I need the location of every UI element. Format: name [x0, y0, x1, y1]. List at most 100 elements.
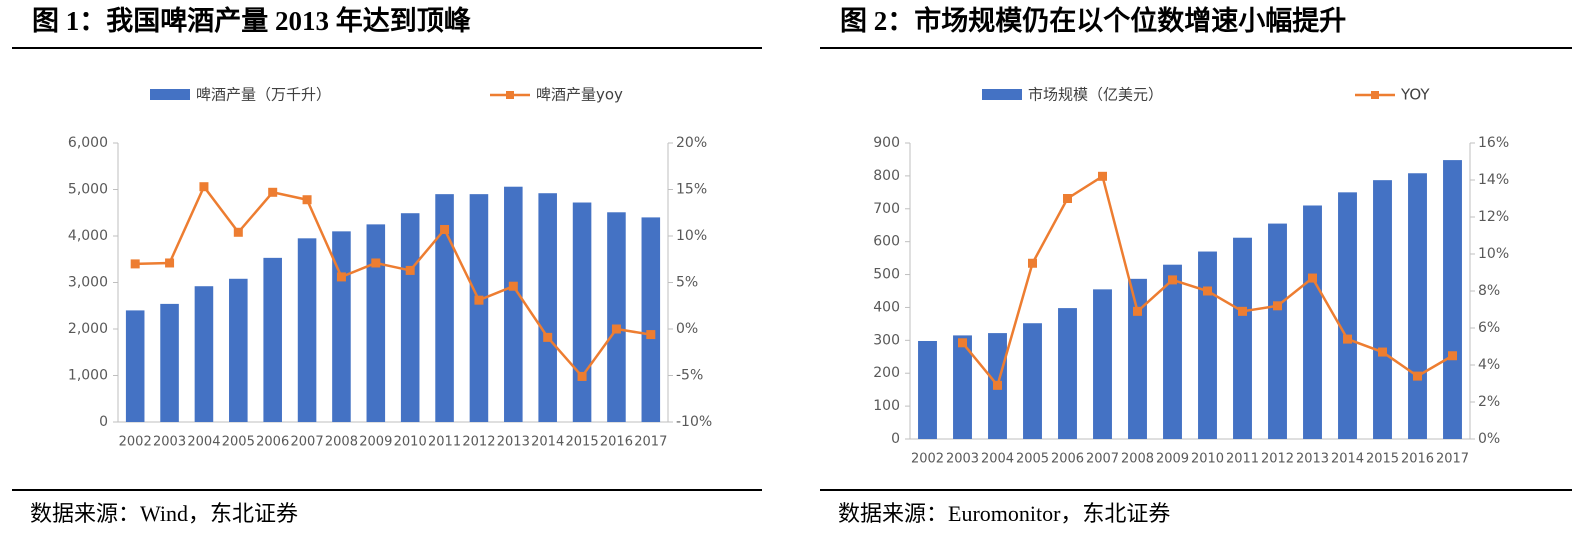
x-tick-label: 2008 [325, 435, 358, 450]
y-tick-label: 700 [873, 201, 900, 217]
y2-tick-label: 5% [676, 275, 698, 291]
y2-tick-label: 6% [1478, 320, 1500, 336]
point [1273, 301, 1282, 311]
x-tick-label: 2007 [291, 435, 324, 450]
point [1063, 194, 1072, 203]
y-tick-label: 2,000 [68, 321, 108, 337]
y2-tick-label: 15% [676, 182, 707, 198]
x-tick-label: 2012 [1261, 452, 1294, 467]
x-tick-label: 2011 [428, 435, 461, 450]
legend-swatch [150, 89, 190, 100]
point [1308, 273, 1317, 283]
y2-tick-label: 12% [1478, 209, 1509, 225]
y-tick-label: 300 [873, 332, 900, 348]
source: 数据来源：Euromonitor，东北证券 [838, 501, 1170, 526]
bar [607, 212, 626, 422]
point [1028, 258, 1037, 268]
chart-title: 图 1：我国啤酒产量 2013 年达到顶峰 [32, 5, 471, 36]
bar [263, 257, 282, 422]
y-tick-label: 0 [891, 431, 900, 447]
bar [1233, 237, 1252, 439]
x-tick-label: 2005 [222, 435, 255, 450]
y-tick-label: 200 [873, 365, 900, 381]
y-tick-label: 900 [873, 135, 900, 151]
x-tick-label: 2008 [1121, 452, 1154, 467]
point [1238, 306, 1247, 316]
bar [435, 194, 454, 422]
chart-title: 图 2：市场规模仍在以个位数增速小幅提升 [840, 5, 1346, 36]
y-tick-label: 1,000 [68, 368, 108, 384]
x-tick-label: 2009 [359, 435, 392, 450]
point [1203, 286, 1212, 296]
x-tick-label: 2017 [634, 435, 667, 450]
y-tick-label: 4,000 [68, 228, 108, 244]
x-tick-label: 2004 [187, 435, 220, 450]
point [1168, 275, 1177, 285]
y2-tick-label: 4% [1478, 357, 1500, 373]
y-tick-label: 800 [873, 168, 900, 184]
bar [1373, 180, 1392, 440]
point [233, 227, 243, 237]
y-tick-label: 6,000 [68, 135, 108, 151]
x-tick-label: 2003 [153, 435, 186, 450]
legend-label: YOY [1400, 86, 1430, 104]
y2-tick-label: 16% [1478, 135, 1509, 151]
point [611, 324, 621, 334]
source: 数据来源：Wind，东北证券 [30, 501, 298, 526]
bar [538, 193, 557, 422]
point [199, 182, 209, 192]
point [1413, 371, 1422, 381]
bar [1198, 251, 1217, 439]
point [1378, 347, 1387, 357]
y-tick-label: 5,000 [68, 182, 108, 198]
point [474, 295, 484, 305]
point [371, 258, 381, 268]
y2-tick-label: 14% [1478, 172, 1509, 188]
legend-label: 啤酒产量（万千升） [196, 86, 331, 104]
x-tick-label: 2010 [394, 435, 427, 450]
point [958, 338, 967, 348]
point [543, 332, 553, 342]
y2-tick-label: 2% [1478, 394, 1500, 410]
bar [297, 238, 317, 422]
point [1098, 171, 1107, 181]
bar [1093, 289, 1112, 439]
y2-tick-label: 0% [1478, 431, 1500, 447]
x-tick-label: 2002 [911, 452, 944, 467]
line [135, 184, 652, 379]
point [993, 380, 1002, 390]
bar [1303, 205, 1322, 439]
bar [1128, 278, 1147, 439]
y-tick-label: 0 [99, 414, 108, 430]
legend-label: 市场规模（亿美元） [1028, 86, 1163, 104]
x-tick-label: 2004 [981, 452, 1014, 467]
x-tick-label: 2005 [1016, 452, 1049, 467]
bar [366, 224, 386, 422]
y2-tick-label: 8% [1478, 283, 1500, 299]
bar [332, 231, 351, 422]
bar [1408, 173, 1427, 439]
bar [953, 335, 972, 439]
point [1343, 334, 1352, 344]
point [268, 187, 278, 197]
x-tick-label: 2012 [462, 435, 495, 450]
point [646, 330, 656, 340]
point [440, 224, 450, 234]
point [508, 281, 518, 291]
point [336, 272, 346, 282]
bar [400, 213, 420, 422]
y2-tick-label: -10% [676, 414, 712, 430]
x-tick-label: 2010 [1191, 452, 1224, 467]
point [1133, 306, 1142, 316]
legend-label: 啤酒产量yoy [536, 86, 623, 104]
y2-tick-label: 0% [676, 321, 698, 337]
bar [229, 278, 248, 422]
x-tick-label: 2015 [1366, 452, 1399, 467]
y-tick-label: 500 [873, 267, 900, 283]
legend-marker [1371, 91, 1379, 99]
x-tick-label: 2011 [1226, 452, 1259, 467]
point [165, 258, 175, 268]
point [1448, 351, 1457, 361]
bar [1338, 192, 1357, 439]
